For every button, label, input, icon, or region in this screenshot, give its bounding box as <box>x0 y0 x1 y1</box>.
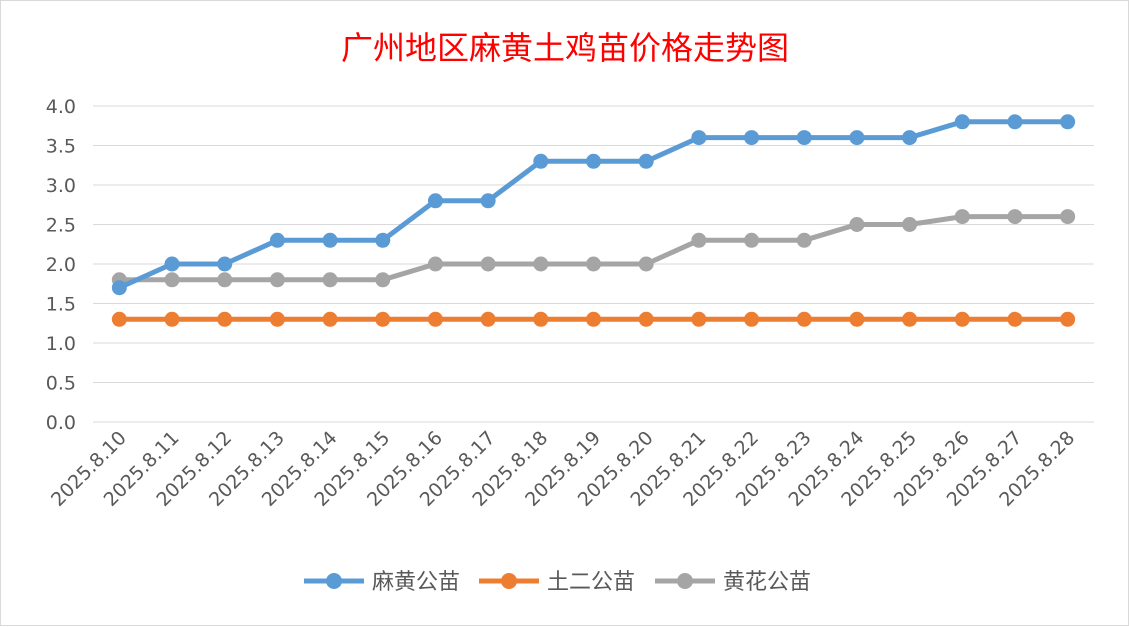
y-tick-label: 4.0 <box>46 96 76 118</box>
y-tick-label: 2.5 <box>46 215 76 237</box>
data-point <box>796 232 812 248</box>
series-2 <box>111 209 1076 288</box>
data-point <box>1060 311 1076 327</box>
data-point <box>796 130 812 146</box>
data-point <box>1007 311 1023 327</box>
data-point <box>217 311 233 327</box>
data-point <box>638 153 654 169</box>
data-point <box>322 232 338 248</box>
data-point <box>586 311 601 327</box>
data-point <box>849 130 865 146</box>
legend-item: 土二公苗 <box>479 570 635 595</box>
data-point <box>691 130 707 146</box>
data-point <box>480 193 496 209</box>
data-point <box>796 311 812 327</box>
data-point <box>691 232 707 248</box>
series-1 <box>111 311 1076 327</box>
data-point <box>375 311 391 327</box>
y-tick-label: 3.5 <box>46 136 76 158</box>
legend-marker <box>501 573 517 589</box>
data-point <box>744 130 760 146</box>
data-point <box>954 114 970 130</box>
data-point <box>427 311 443 327</box>
data-point <box>533 311 549 327</box>
data-point <box>744 232 760 248</box>
data-point <box>427 256 443 272</box>
y-tick-label: 0.5 <box>46 373 76 395</box>
x-axis-ticks: 2025.8.102025.8.112025.8.122025.8.132025… <box>47 427 1079 511</box>
data-point <box>902 311 918 327</box>
legend-marker <box>326 573 342 589</box>
data-point <box>533 153 549 169</box>
data-point <box>954 311 970 327</box>
y-axis-ticks: 0.0 0.5 1.0 1.5 2.0 2.5 3.0 3.5 4.0 <box>46 96 76 434</box>
data-point <box>849 217 865 232</box>
data-point <box>322 311 338 327</box>
legend-item: 麻黄公苗 <box>304 570 460 595</box>
data-point <box>902 217 918 232</box>
data-point <box>586 256 601 272</box>
legend: 麻黄公苗 土二公苗 黄花公苗 <box>304 570 811 595</box>
series-0 <box>111 114 1076 296</box>
data-point <box>164 256 180 272</box>
y-tick-label: 3.0 <box>46 175 76 197</box>
data-point <box>217 256 233 272</box>
data-point <box>111 280 127 296</box>
y-tick-label: 0.0 <box>46 412 76 434</box>
y-tick-label: 1.0 <box>46 333 76 355</box>
legend-label: 麻黄公苗 <box>372 570 460 595</box>
data-point <box>164 311 180 327</box>
y-tick-label: 1.5 <box>46 294 76 316</box>
data-point <box>269 232 285 248</box>
data-point <box>586 153 601 169</box>
data-point <box>1007 209 1023 225</box>
legend-label: 土二公苗 <box>547 570 635 595</box>
data-point <box>849 311 865 327</box>
data-point <box>480 311 496 327</box>
data-point <box>164 272 180 288</box>
data-point <box>533 256 549 272</box>
data-point <box>1060 209 1076 225</box>
data-point <box>954 209 970 225</box>
data-point <box>375 272 391 288</box>
y-tick-label: 2.0 <box>46 254 76 276</box>
data-point <box>427 193 443 209</box>
data-point <box>322 272 338 288</box>
data-point <box>1060 114 1076 130</box>
data-point <box>691 311 707 327</box>
data-point <box>1007 114 1023 130</box>
data-point <box>744 311 760 327</box>
series-lines <box>111 114 1076 327</box>
data-point <box>375 232 391 248</box>
data-point <box>902 130 918 146</box>
legend-marker <box>677 573 693 589</box>
legend-label: 黄花公苗 <box>723 570 811 595</box>
chart-title: 广州地区麻黄土鸡苗价格走势图 <box>341 29 789 67</box>
data-point <box>480 256 496 272</box>
data-point <box>638 256 654 272</box>
data-point <box>638 311 654 327</box>
data-point <box>269 311 285 327</box>
legend-item: 黄花公苗 <box>655 570 811 595</box>
data-point <box>269 272 285 288</box>
data-point <box>217 272 233 288</box>
data-point <box>111 311 127 327</box>
